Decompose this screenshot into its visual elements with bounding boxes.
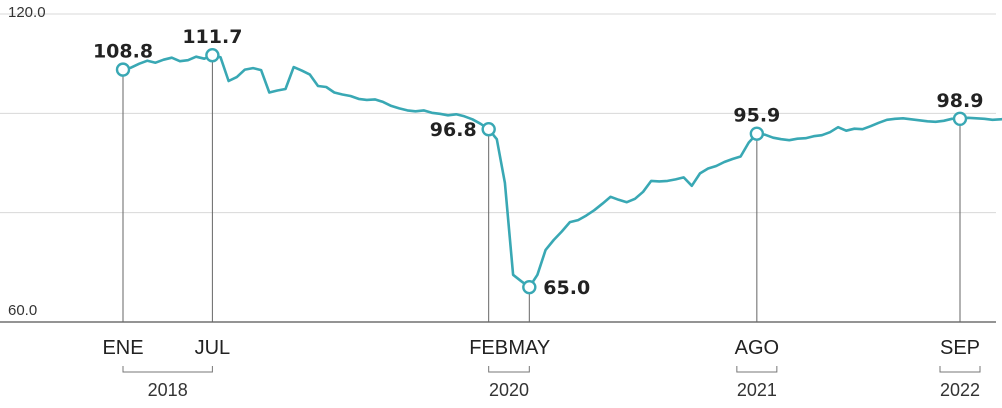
year-label: 2022 — [940, 380, 980, 400]
series-layer — [121, 53, 1002, 289]
year-label: 2020 — [489, 380, 529, 400]
point-marker — [749, 126, 765, 141]
year-label: 2018 — [148, 380, 188, 400]
point-marker — [522, 279, 537, 295]
data-label: 98.9 — [937, 90, 984, 112]
markers-layer — [115, 48, 968, 295]
grid-layer — [0, 13, 996, 214]
labels-layer: 120.0 60.0 108.8 111.7 96.8 65.0 95.9 98.9 ENE JU… — [8, 4, 983, 400]
year-label: 2021 — [737, 380, 777, 400]
axis-layer — [0, 321, 996, 373]
x-tick-label: ENE — [102, 337, 143, 359]
data-label: 111.7 — [182, 26, 242, 48]
data-label: 95.9 — [733, 105, 780, 127]
data-label: 108.8 — [93, 41, 153, 63]
point-marker — [205, 48, 220, 63]
point-marker — [115, 62, 131, 77]
point-marker — [952, 111, 968, 126]
x-tick-label: FEB — [469, 337, 508, 359]
year-bracket — [122, 366, 213, 373]
y-tick-label: 120.0 — [8, 4, 46, 21]
series-line — [121, 53, 1002, 289]
x-tick-label: JUL — [195, 337, 231, 359]
x-tick-label: AGO — [735, 337, 779, 359]
drop-lines-layer — [122, 61, 961, 322]
data-label: 96.8 — [430, 119, 477, 141]
year-bracket — [736, 366, 778, 373]
point-marker — [481, 122, 496, 137]
year-bracket — [488, 366, 530, 373]
year-bracket — [939, 366, 981, 373]
y-tick-label: 60.0 — [8, 302, 37, 319]
x-tick-label: SEP — [940, 337, 980, 359]
data-label: 65.0 — [543, 277, 590, 299]
x-tick-label: MAY — [508, 337, 550, 359]
